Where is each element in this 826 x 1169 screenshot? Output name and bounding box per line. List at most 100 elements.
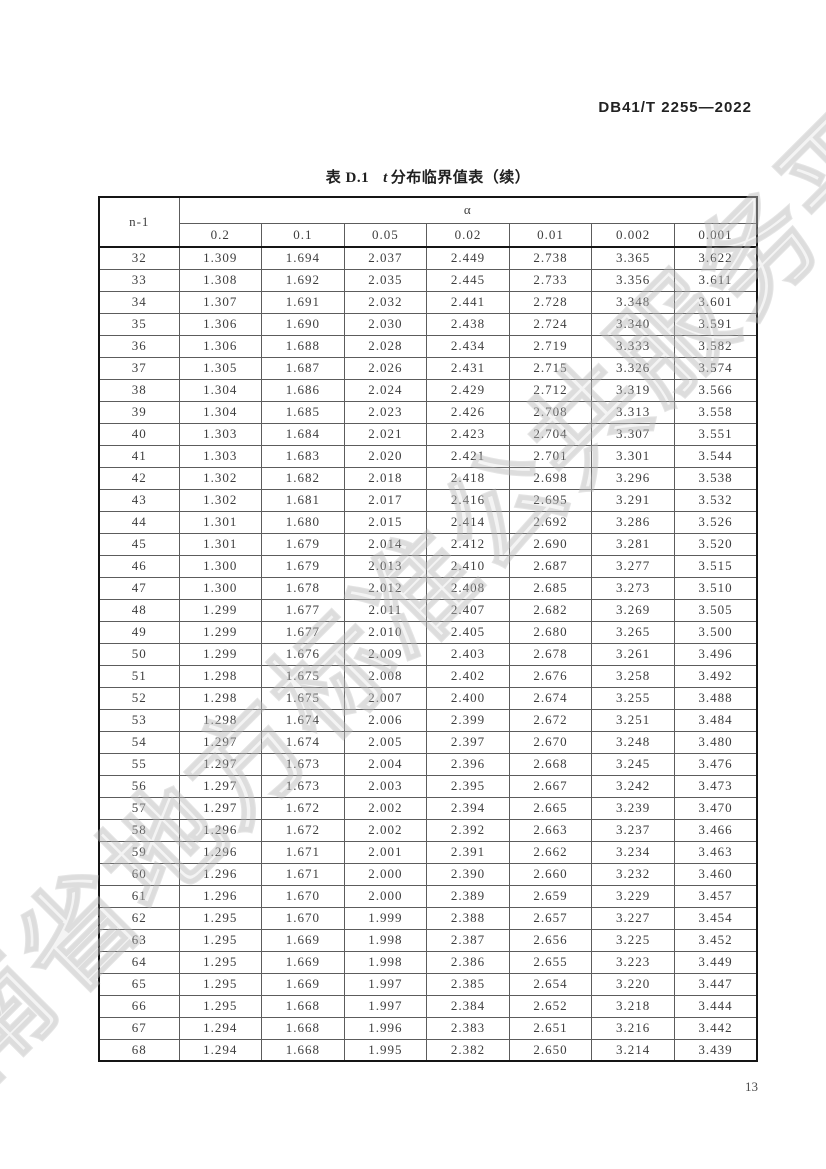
- value-cell: 1.297: [178, 752, 263, 776]
- value-cell: 2.024: [343, 378, 428, 402]
- value-cell: 2.009: [343, 642, 428, 666]
- value-cell: 2.663: [508, 818, 593, 842]
- value-cell: 2.003: [343, 774, 428, 798]
- table-row: 55 1.297 1.673 2.004 2.396 2.668 3.245 3.476: [98, 752, 758, 776]
- value-cell: 1.306: [178, 334, 263, 358]
- value-cell: 2.020: [343, 444, 428, 468]
- alpha-level-header: 0.2: [178, 222, 263, 248]
- df-cell: 54: [98, 730, 180, 754]
- value-cell: 2.028: [343, 334, 428, 358]
- table-row: 68 1.294 1.668 1.995 2.382 2.650 3.214 3.439: [98, 1038, 758, 1062]
- df-cell: 66: [98, 994, 180, 1018]
- df-cell: 53: [98, 708, 180, 732]
- value-cell: 2.704: [508, 422, 593, 446]
- df-cell: 43: [98, 488, 180, 512]
- value-cell: 1.998: [343, 950, 428, 974]
- alpha-level-header: 0.1: [261, 222, 345, 248]
- value-cell: 2.026: [343, 356, 428, 380]
- value-cell: 3.234: [591, 840, 675, 864]
- value-cell: 2.687: [508, 554, 593, 578]
- value-cell: 2.387: [426, 928, 510, 952]
- df-cell: 34: [98, 290, 180, 314]
- value-cell: 2.010: [343, 620, 428, 644]
- value-cell: 1.296: [178, 818, 263, 842]
- value-cell: 3.340: [591, 312, 675, 336]
- value-cell: 1.680: [261, 510, 345, 534]
- value-cell: 1.669: [261, 972, 345, 996]
- value-cell: 3.473: [673, 774, 758, 798]
- value-cell: 3.220: [591, 972, 675, 996]
- value-cell: 3.454: [673, 906, 758, 930]
- value-cell: 1.672: [261, 796, 345, 820]
- df-cell: 32: [98, 246, 180, 270]
- alpha-level-header: 0.05: [343, 222, 428, 248]
- value-cell: 1.673: [261, 774, 345, 798]
- table-row: 40 1.303 1.684 2.021 2.423 2.704 3.307 3.551: [98, 422, 758, 446]
- value-cell: 3.480: [673, 730, 758, 754]
- value-cell: 1.669: [261, 950, 345, 974]
- table-row: 49 1.299 1.677 2.010 2.405 2.680 3.265 3.500: [98, 620, 758, 644]
- value-cell: 1.298: [178, 686, 263, 710]
- value-cell: 2.426: [426, 400, 510, 424]
- value-cell: 2.672: [508, 708, 593, 732]
- value-cell: 3.281: [591, 532, 675, 556]
- value-cell: 2.396: [426, 752, 510, 776]
- alpha-header-row: n-1 α: [98, 196, 758, 248]
- table-row: 46 1.300 1.679 2.013 2.410 2.687 3.277 3.515: [98, 554, 758, 578]
- value-cell: 2.418: [426, 466, 510, 490]
- value-cell: 2.391: [426, 840, 510, 864]
- value-cell: 1.668: [261, 994, 345, 1018]
- value-cell: 1.996: [343, 1016, 428, 1040]
- value-cell: 2.399: [426, 708, 510, 732]
- value-cell: 2.030: [343, 312, 428, 336]
- value-cell: 1.672: [261, 818, 345, 842]
- df-column-header: n-1: [98, 196, 180, 248]
- table-row: 37 1.305 1.687 2.026 2.431 2.715 3.326 3.574: [98, 356, 758, 380]
- value-cell: 2.015: [343, 510, 428, 534]
- value-cell: 3.520: [673, 532, 758, 556]
- value-cell: 3.484: [673, 708, 758, 732]
- df-cell: 42: [98, 466, 180, 490]
- value-cell: 1.302: [178, 488, 263, 512]
- value-cell: 2.001: [343, 840, 428, 864]
- value-cell: 3.348: [591, 290, 675, 314]
- value-cell: 2.013: [343, 554, 428, 578]
- value-cell: 2.011: [343, 598, 428, 622]
- value-cell: 3.248: [591, 730, 675, 754]
- value-cell: 2.390: [426, 862, 510, 886]
- value-cell: 2.678: [508, 642, 593, 666]
- value-cell: 3.463: [673, 840, 758, 864]
- table-row: 64 1.295 1.669 1.998 2.386 2.655 3.223 3.449: [98, 950, 758, 974]
- value-cell: 3.333: [591, 334, 675, 358]
- value-cell: 2.394: [426, 796, 510, 820]
- table-row: 56 1.297 1.673 2.003 2.395 2.667 3.242 3.473: [98, 774, 758, 798]
- table-row: 52 1.298 1.675 2.007 2.400 2.674 3.255 3.488: [98, 686, 758, 710]
- value-cell: 2.682: [508, 598, 593, 622]
- value-cell: 2.680: [508, 620, 593, 644]
- value-cell: 3.223: [591, 950, 675, 974]
- value-cell: 3.470: [673, 796, 758, 820]
- table-row: 34 1.307 1.691 2.032 2.441 2.728 3.348 3.601: [98, 290, 758, 314]
- value-cell: 3.500: [673, 620, 758, 644]
- table-row: 60 1.296 1.671 2.000 2.390 2.660 3.232 3.460: [98, 862, 758, 886]
- value-cell: 1.673: [261, 752, 345, 776]
- value-cell: 2.386: [426, 950, 510, 974]
- value-cell: 3.452: [673, 928, 758, 952]
- value-cell: 2.676: [508, 664, 593, 688]
- value-cell: 2.012: [343, 576, 428, 600]
- value-cell: 1.295: [178, 928, 263, 952]
- table-row: 57 1.297 1.672 2.002 2.394 2.665 3.239 3.470: [98, 796, 758, 820]
- table-row: 35 1.306 1.690 2.030 2.438 2.724 3.340 3.591: [98, 312, 758, 336]
- value-cell: 2.659: [508, 884, 593, 908]
- value-cell: 3.255: [591, 686, 675, 710]
- value-cell: 3.313: [591, 400, 675, 424]
- value-cell: 2.733: [508, 268, 593, 292]
- value-cell: 3.242: [591, 774, 675, 798]
- value-cell: 2.014: [343, 532, 428, 556]
- table-row: 53 1.298 1.674 2.006 2.399 2.672 3.251 3.484: [98, 708, 758, 732]
- table-row: 48 1.299 1.677 2.011 2.407 2.682 3.269 3.505: [98, 598, 758, 622]
- value-cell: 1.301: [178, 510, 263, 534]
- value-cell: 3.291: [591, 488, 675, 512]
- value-cell: 2.423: [426, 422, 510, 446]
- value-cell: 2.000: [343, 862, 428, 886]
